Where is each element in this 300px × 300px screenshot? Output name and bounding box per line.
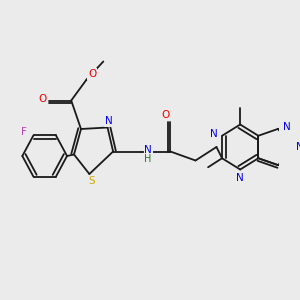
- Text: O: O: [161, 110, 170, 121]
- Text: O: O: [88, 69, 96, 79]
- Text: N: N: [210, 129, 218, 139]
- Text: F: F: [21, 127, 27, 137]
- Text: N: N: [105, 116, 113, 126]
- Text: H: H: [144, 154, 152, 164]
- Text: S: S: [89, 176, 95, 186]
- Text: N: N: [236, 173, 244, 183]
- Text: N: N: [144, 145, 152, 155]
- Text: N: N: [296, 142, 300, 152]
- Text: O: O: [39, 94, 47, 104]
- Text: N: N: [283, 122, 290, 132]
